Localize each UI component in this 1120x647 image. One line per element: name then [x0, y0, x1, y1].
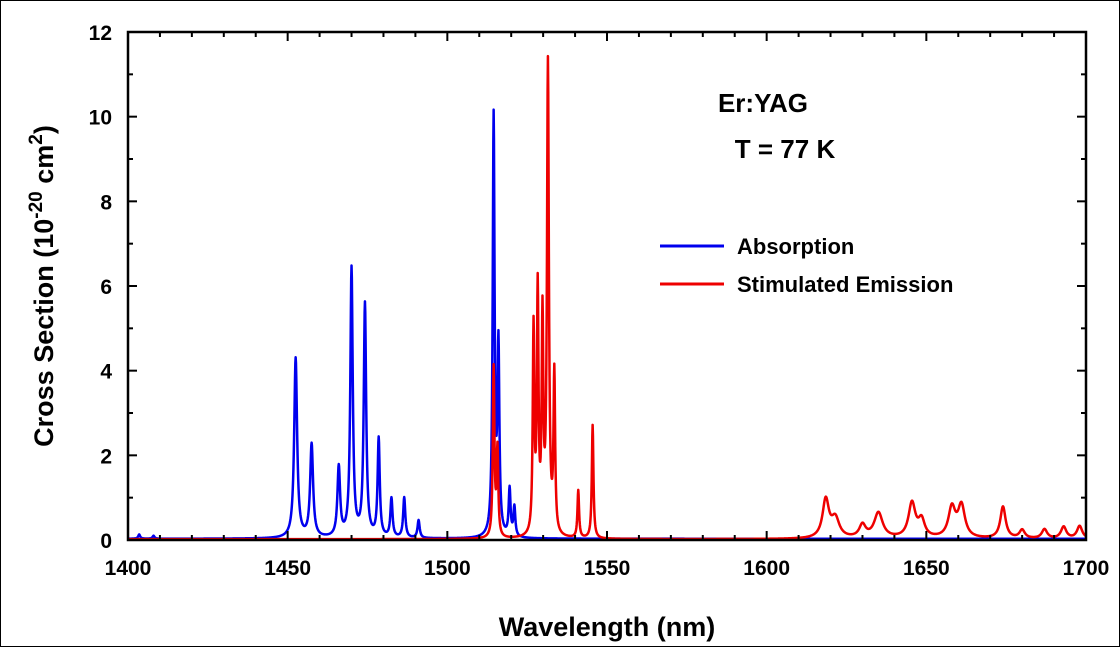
- legend-label-absorption: Absorption: [737, 234, 854, 259]
- x-tick-label: 1700: [1063, 557, 1110, 580]
- series-line-absorption: [127, 108, 1087, 540]
- annotation-temperature: T = 77 K: [735, 134, 836, 164]
- y-tick-label: 12: [89, 22, 112, 45]
- y-axis-title: Cross Section (10-20 cm2): [26, 125, 59, 447]
- plot-series-group: [127, 54, 1087, 541]
- x-tick-label: 1550: [584, 557, 631, 580]
- legend-label-emission: Stimulated Emission: [737, 272, 953, 297]
- y-tick-label: 2: [100, 445, 112, 468]
- y-tick-label: 8: [100, 191, 112, 214]
- x-tick-label: 1600: [743, 557, 790, 580]
- y-tick-label: 6: [100, 276, 112, 299]
- x-tick-label: 1400: [105, 557, 152, 580]
- annotation-material: Er:YAG: [718, 88, 808, 118]
- axis-ticks-group: 1400 1450 1500 1550 1600 1650 1700 0 2 4 6 8 10 12: [89, 22, 1110, 580]
- y-axis-title-exp2: 2: [26, 134, 47, 145]
- y-tick-label: 0: [100, 530, 112, 553]
- y-axis-title-suffix: ): [29, 125, 59, 134]
- x-tick-label: 1500: [424, 557, 471, 580]
- x-tick-label: 1650: [903, 557, 950, 580]
- x-tick-label: 1450: [264, 557, 311, 580]
- x-axis-title: Wavelength (nm): [499, 612, 716, 642]
- y-tick-label: 10: [89, 107, 112, 130]
- y-axis-title-middle: cm: [29, 145, 59, 192]
- y-tick-label: 4: [100, 361, 112, 384]
- series-line-stimulated-emission: [127, 54, 1087, 541]
- y-axis-title-prefix: Cross Section (10: [29, 219, 59, 447]
- y-axis-title-exp1: -20: [26, 191, 47, 218]
